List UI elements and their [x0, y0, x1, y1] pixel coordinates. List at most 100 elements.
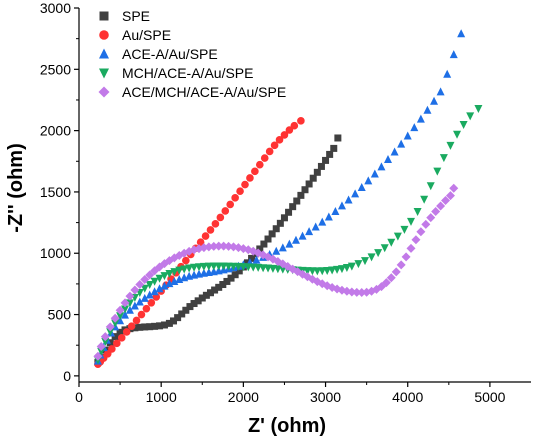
data-point: [231, 271, 239, 279]
y-tick-label: 1000: [40, 245, 71, 261]
data-point: [93, 351, 103, 361]
data-point: [357, 287, 367, 297]
data-point: [231, 194, 239, 202]
data-point: [111, 319, 120, 328]
data-point: [97, 347, 106, 356]
data-point: [96, 341, 106, 351]
data-point: [289, 203, 297, 211]
data-point: [135, 297, 144, 306]
data-point: [457, 29, 466, 38]
data-point: [331, 207, 340, 216]
data-point: [108, 345, 116, 353]
data-point: [367, 253, 376, 262]
data-point: [323, 267, 332, 276]
series-au-spe: [94, 117, 305, 369]
legend-label: SPE: [122, 8, 150, 24]
y-axis-label: -Z'' (ohm): [5, 143, 27, 232]
data-point: [202, 291, 210, 299]
data-point: [116, 328, 124, 336]
data-point: [364, 176, 373, 185]
data-point: [342, 263, 351, 272]
data-point: [351, 189, 360, 198]
x-tick-label: 2000: [228, 389, 259, 405]
data-point: [453, 130, 462, 139]
data-point: [185, 264, 194, 273]
data-point: [305, 227, 314, 236]
data-point: [199, 262, 208, 271]
data-point: [125, 305, 134, 314]
y-tick-label: 2000: [40, 123, 71, 139]
data-point: [142, 304, 151, 313]
data-point: [105, 322, 115, 332]
data-point: [324, 212, 333, 221]
y-tick-label: 3000: [40, 0, 71, 16]
y-tick-label: 0: [63, 368, 71, 384]
data-point: [270, 141, 279, 150]
data-point: [334, 134, 342, 142]
data-point: [155, 274, 164, 283]
data-point: [141, 323, 149, 331]
legend-marker: [98, 86, 110, 98]
data-point: [121, 310, 130, 319]
data-point: [430, 96, 439, 105]
data-point: [175, 266, 184, 275]
data-point: [426, 213, 436, 223]
data-point: [151, 322, 159, 330]
data-point: [182, 306, 190, 314]
data-point: [120, 298, 130, 308]
data-point: [241, 180, 249, 189]
data-point: [446, 141, 455, 150]
legend-marker: [99, 48, 109, 59]
data-point: [170, 317, 178, 325]
data-point: [194, 297, 202, 305]
data-point: [441, 196, 451, 206]
legend-label: MCH/ACE-A/Au/SPE: [122, 65, 253, 81]
data-point: [290, 121, 299, 130]
data-point: [305, 180, 313, 188]
data-point: [474, 105, 483, 114]
data-point: [246, 174, 254, 182]
data-point: [140, 284, 149, 293]
data-point: [285, 126, 294, 134]
data-point: [330, 144, 338, 152]
data-point: [318, 217, 327, 226]
data-point: [206, 226, 215, 234]
data-point: [219, 241, 229, 251]
data-point: [260, 154, 269, 162]
data-point: [347, 287, 357, 297]
data-point: [145, 270, 155, 280]
data-point: [106, 328, 115, 337]
x-tick-label: 0: [75, 389, 83, 405]
data-point: [420, 195, 429, 204]
x-axis-ticks: 0 1000 2000 3000 4000 5000: [75, 382, 506, 405]
data-point: [280, 214, 288, 222]
data-point: [201, 232, 210, 240]
data-point: [293, 197, 301, 205]
data-point: [165, 279, 174, 288]
data-point: [322, 156, 330, 164]
data-point: [400, 225, 409, 234]
data-point: [423, 105, 432, 114]
data-point: [285, 208, 293, 216]
legend-marker: [99, 30, 109, 40]
data-point: [150, 287, 159, 296]
data-point: [219, 281, 227, 289]
data-point: [226, 200, 235, 209]
data-point: [421, 219, 431, 229]
data-point: [403, 131, 412, 140]
legend-marker: [99, 68, 109, 79]
data-point: [285, 239, 294, 248]
data-point: [317, 162, 325, 170]
data-point: [216, 213, 225, 222]
data-point: [236, 187, 244, 195]
data-point: [211, 286, 219, 294]
data-point: [156, 322, 164, 330]
data-point: [272, 246, 281, 255]
data-point: [125, 291, 135, 301]
data-point: [194, 263, 203, 272]
data-point: [360, 257, 369, 266]
data-point: [130, 301, 139, 310]
data-point: [401, 252, 411, 262]
data-point: [459, 120, 468, 129]
